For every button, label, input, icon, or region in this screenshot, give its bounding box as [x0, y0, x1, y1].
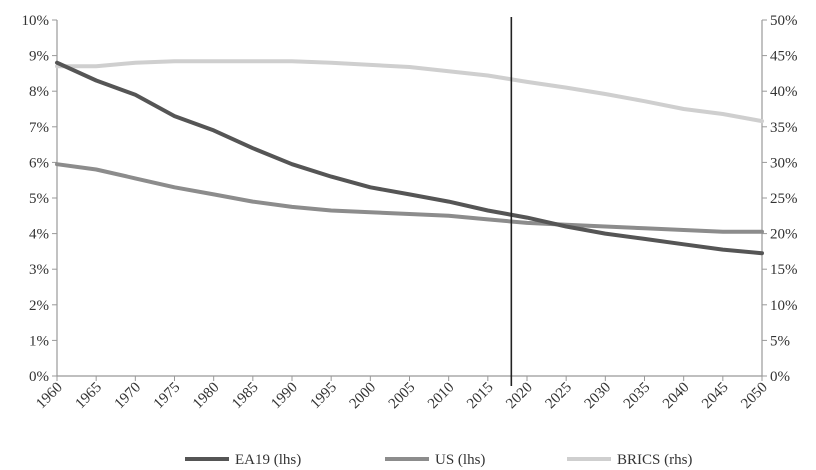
left-tick-label: 0%: [29, 369, 49, 385]
left-tick-label: 8%: [29, 84, 49, 100]
series-line-ea19: [55, 60, 764, 256]
left-tick-label: 5%: [29, 191, 49, 207]
left-tick-label: 6%: [29, 155, 49, 171]
left-tick-label: 4%: [29, 227, 49, 243]
left-tick-label: 1%: [29, 333, 49, 349]
left-y-axis: 0% 1% 2% 3% 4% 5% 6% 7% 8% 9% 10%: [22, 13, 57, 385]
x-tick-label: 2015: [464, 380, 497, 413]
x-axis: 1960 1965 1970 1975 1980 1985 1990 1995 2000 2005…: [33, 376, 771, 412]
right-tick-label: 50%: [770, 13, 798, 29]
right-tick-label: 25%: [770, 191, 798, 207]
right-tick-label: 45%: [770, 49, 798, 65]
x-tick-label: 1975: [151, 380, 184, 413]
right-tick-label: 35%: [770, 120, 798, 136]
left-tick-label: 2%: [29, 298, 49, 314]
x-tick-label: 1985: [229, 380, 262, 413]
x-tick-label: 1965: [72, 380, 105, 413]
right-tick-label: 30%: [770, 155, 798, 171]
plot-frame: [56, 20, 763, 377]
x-tick-label: 2020: [503, 380, 536, 413]
legend-label-brics: BRICS (rhs): [617, 452, 692, 468]
x-tick-label: 2040: [660, 380, 693, 413]
series-line-us: [55, 162, 764, 234]
x-tick-label: 2010: [425, 380, 458, 413]
x-tick-label: 2030: [582, 380, 615, 413]
left-tick-label: 9%: [29, 49, 49, 65]
right-tick-label: 10%: [770, 298, 798, 314]
right-tick-label: 0%: [770, 369, 790, 385]
x-tick-label: 2005: [386, 380, 419, 413]
right-tick-label: 5%: [770, 333, 790, 349]
x-tick-label: 1995: [307, 380, 340, 413]
right-tick-label: 20%: [770, 227, 798, 243]
x-tick-label: 1970: [112, 380, 145, 413]
x-tick-label: 1990: [268, 380, 301, 413]
x-tick-label: 1980: [190, 380, 223, 413]
left-tick-label: 7%: [29, 120, 49, 136]
series-layer: [55, 59, 764, 256]
x-tick-label: 2000: [347, 380, 380, 413]
right-tick-label: 40%: [770, 84, 798, 100]
legend-label-us: US (lhs): [435, 452, 485, 468]
left-tick-label: 3%: [29, 262, 49, 278]
x-tick-label: 2045: [699, 380, 732, 413]
left-tick-label: 10%: [22, 13, 50, 29]
x-tick-label: 2050: [738, 380, 771, 413]
x-tick-label: 2035: [621, 380, 654, 413]
right-y-axis: 0% 5% 10% 15% 20% 25% 30% 35% 40% 45% 50%: [762, 13, 798, 385]
legend: EA19 (lhs) US (lhs) BRICS (rhs): [185, 452, 692, 468]
right-tick-label: 15%: [770, 262, 798, 278]
x-tick-label: 2025: [542, 380, 575, 413]
series-line-brics: [55, 59, 764, 124]
legend-label-ea19: EA19 (lhs): [235, 452, 301, 468]
